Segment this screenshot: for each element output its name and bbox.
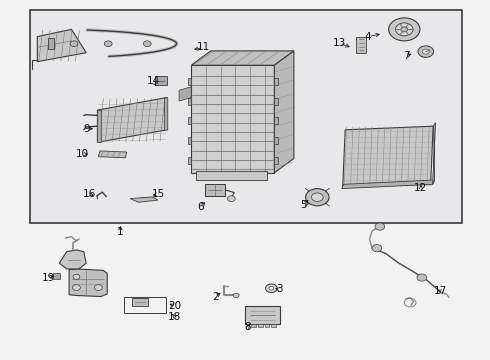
Text: 2: 2: [212, 292, 219, 302]
Polygon shape: [69, 269, 107, 297]
Text: 5: 5: [300, 200, 307, 210]
Polygon shape: [53, 273, 60, 279]
Text: 12: 12: [414, 183, 427, 193]
Text: 7: 7: [403, 51, 410, 61]
Text: 15: 15: [151, 189, 165, 199]
Polygon shape: [274, 51, 294, 173]
Circle shape: [306, 189, 329, 206]
Circle shape: [95, 285, 102, 291]
Text: 1: 1: [117, 227, 123, 237]
Text: 14: 14: [147, 76, 160, 86]
Text: 19: 19: [42, 273, 55, 283]
Circle shape: [73, 285, 80, 291]
Polygon shape: [98, 151, 127, 158]
Polygon shape: [188, 117, 191, 125]
Circle shape: [375, 223, 385, 230]
Circle shape: [269, 287, 274, 290]
Text: 18: 18: [168, 312, 181, 322]
Polygon shape: [37, 30, 86, 62]
Text: 4: 4: [365, 32, 371, 41]
Polygon shape: [265, 324, 270, 327]
Circle shape: [73, 274, 80, 279]
Polygon shape: [251, 324, 256, 327]
Polygon shape: [155, 76, 167, 85]
Polygon shape: [164, 98, 168, 131]
Polygon shape: [274, 157, 278, 164]
Text: 9: 9: [83, 124, 90, 134]
Circle shape: [266, 284, 277, 293]
Circle shape: [389, 18, 420, 41]
Polygon shape: [191, 51, 294, 65]
Text: 10: 10: [76, 149, 89, 159]
Polygon shape: [205, 184, 225, 196]
Polygon shape: [98, 98, 167, 142]
Polygon shape: [188, 137, 191, 144]
Text: 6: 6: [197, 202, 204, 212]
Text: 17: 17: [434, 286, 447, 296]
Text: 20: 20: [168, 301, 181, 311]
Polygon shape: [188, 98, 191, 105]
Polygon shape: [433, 123, 436, 184]
Polygon shape: [97, 110, 101, 142]
Text: 8: 8: [245, 322, 251, 332]
Polygon shape: [274, 78, 278, 85]
Circle shape: [422, 49, 429, 54]
Circle shape: [312, 193, 323, 202]
Text: 11: 11: [197, 42, 210, 52]
Polygon shape: [343, 126, 433, 187]
Circle shape: [418, 46, 434, 57]
Bar: [30, 10, 463, 223]
Polygon shape: [274, 98, 278, 105]
Circle shape: [104, 41, 112, 46]
Polygon shape: [245, 306, 280, 324]
Circle shape: [395, 23, 413, 36]
Polygon shape: [258, 324, 263, 327]
Circle shape: [417, 274, 427, 281]
Polygon shape: [271, 324, 276, 327]
Polygon shape: [130, 197, 158, 202]
Polygon shape: [48, 39, 54, 49]
Polygon shape: [356, 37, 366, 53]
Text: 3: 3: [276, 284, 283, 294]
Circle shape: [70, 41, 78, 46]
Polygon shape: [274, 137, 278, 144]
Text: 16: 16: [83, 189, 96, 199]
Circle shape: [233, 293, 239, 298]
Polygon shape: [191, 65, 274, 173]
Polygon shape: [188, 157, 191, 164]
Circle shape: [401, 27, 408, 32]
Polygon shape: [342, 180, 435, 189]
Polygon shape: [59, 250, 86, 269]
Circle shape: [227, 196, 235, 202]
Polygon shape: [196, 171, 267, 180]
Circle shape: [144, 41, 151, 46]
Polygon shape: [132, 298, 148, 306]
Polygon shape: [274, 117, 278, 125]
Circle shape: [372, 244, 382, 252]
Text: 13: 13: [333, 38, 346, 48]
Polygon shape: [188, 78, 191, 85]
Polygon shape: [179, 87, 191, 101]
